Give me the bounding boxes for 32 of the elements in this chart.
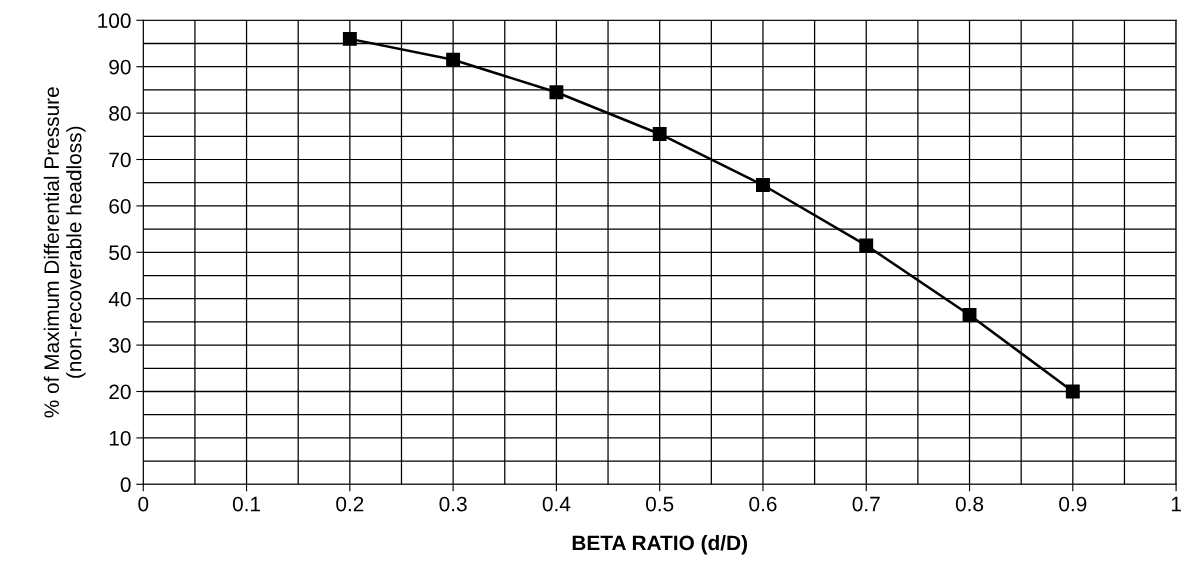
y-tick-label: 20	[109, 384, 131, 400]
y-tick-label: 50	[109, 245, 131, 261]
x-tick-label: 0.8	[955, 496, 984, 512]
x-tick-label: 0.5	[646, 496, 674, 512]
y-tick-label: 10	[109, 430, 131, 446]
y-tick-label: 0	[120, 477, 131, 493]
y-tick-label: 70	[109, 152, 131, 168]
point	[756, 178, 770, 192]
y-tick-label: 60	[109, 198, 131, 214]
y-tick-label: 90	[109, 59, 131, 75]
x-tick-label: 0.9	[1059, 496, 1087, 512]
point	[1065, 384, 1080, 399]
x-tick-label: 0.1	[232, 496, 261, 512]
x-tick-label: 0.4	[542, 496, 571, 512]
y-tick-label: 80	[109, 106, 131, 121]
point	[859, 238, 874, 253]
x-tick-label: 0.6	[749, 496, 777, 512]
point	[652, 127, 667, 141]
x-tick-label: 0.3	[439, 496, 467, 512]
point	[446, 52, 461, 67]
point	[342, 31, 357, 46]
x-tick-label: 0.2	[336, 496, 364, 512]
y-tick-label: 100	[98, 13, 131, 29]
x-tick-label: 1	[1171, 496, 1181, 512]
point	[962, 307, 977, 322]
x-tick-label: 0	[138, 496, 149, 512]
y-axis-title: % of Maximum Differential Pressure (non-recoverable headloss)	[43, 87, 86, 418]
point	[549, 85, 564, 100]
x-axis-title: BETA RATIO (d/D)	[572, 534, 747, 555]
x-tick-label: 0.7	[852, 496, 880, 512]
y-tick-label: 30	[109, 338, 131, 353]
y-tick-label: 40	[108, 291, 131, 307]
